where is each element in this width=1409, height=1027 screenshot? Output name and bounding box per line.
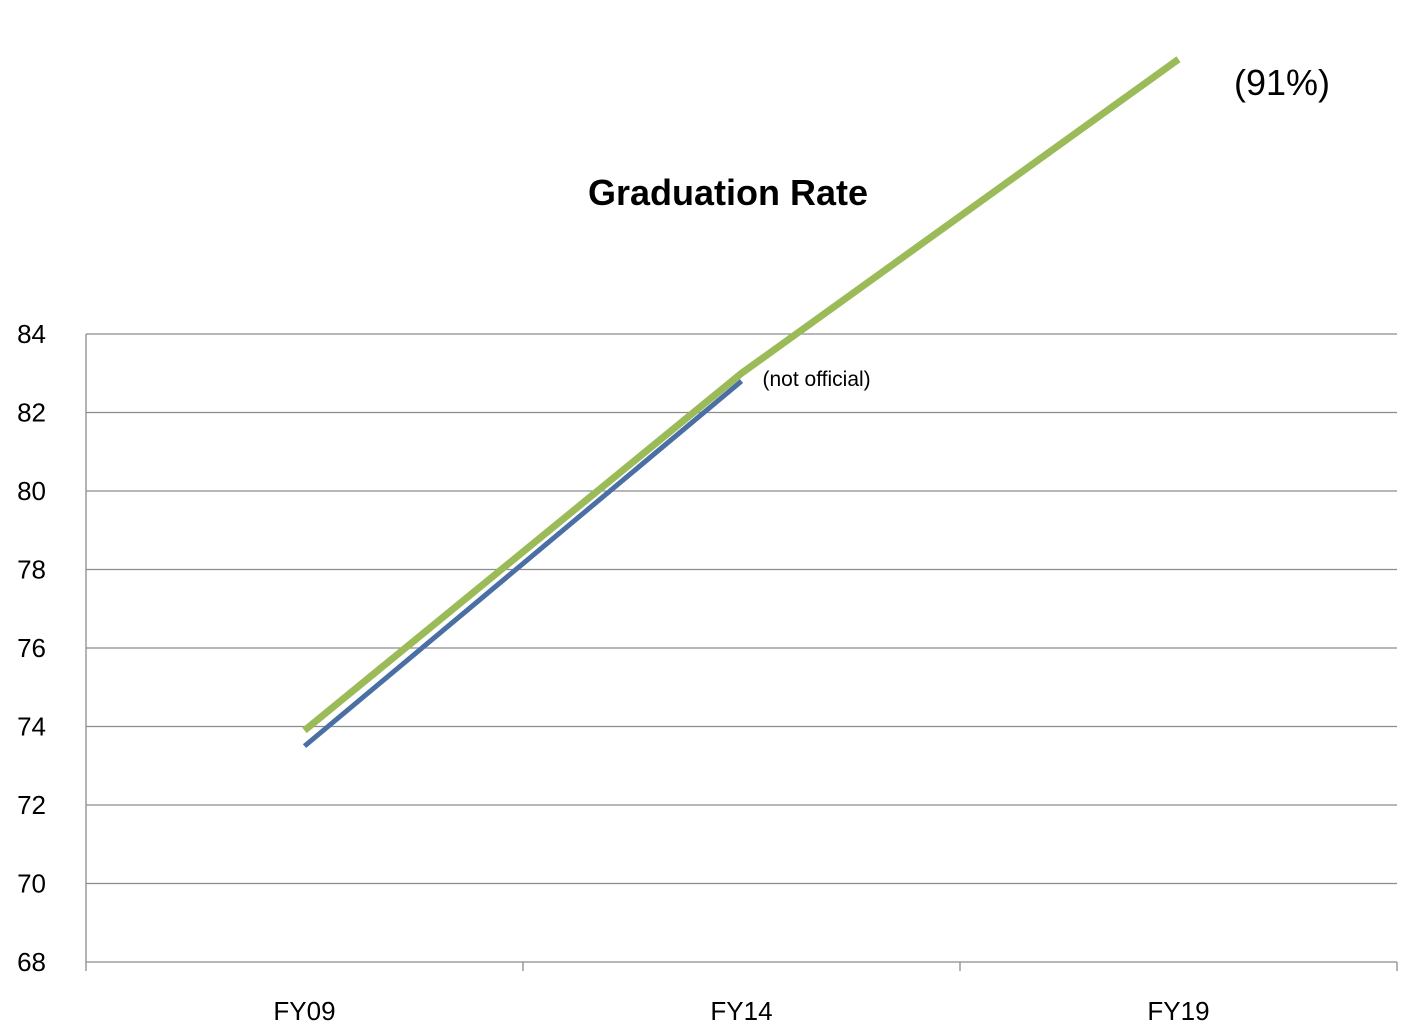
x-tick-label-fy19: FY19	[1147, 996, 1209, 1026]
tick-labels: 68 70 72 74 76 78 80 82 84 FY09 FY14 FY19	[17, 319, 1210, 1026]
y-tick-label-72: 72	[17, 790, 46, 820]
y-tick-label-74: 74	[17, 712, 46, 742]
y-tick-label-70: 70	[17, 869, 46, 899]
annotation-not-official: (not official)	[763, 368, 871, 391]
y-tick-label-82: 82	[17, 398, 46, 428]
gridlines	[86, 333, 1397, 885]
y-tick-label-68: 68	[17, 947, 46, 977]
annotation-91-percent: (91%)	[1234, 62, 1330, 103]
y-tick-label-84: 84	[17, 319, 46, 349]
series-lines	[302, 56, 1181, 749]
annotations: (not official) (91%)	[763, 62, 1331, 391]
series-line-1	[302, 379, 744, 749]
axes	[85, 334, 1398, 971]
chart-title: Graduation Rate	[588, 172, 868, 213]
y-tick-label-76: 76	[17, 633, 46, 663]
y-tick-label-78: 78	[17, 555, 46, 585]
series-line-2	[302, 56, 1181, 734]
x-tick-label-fy09: FY09	[273, 996, 335, 1026]
y-tick-label-80: 80	[17, 476, 46, 506]
x-tick-label-fy14: FY14	[710, 996, 772, 1026]
